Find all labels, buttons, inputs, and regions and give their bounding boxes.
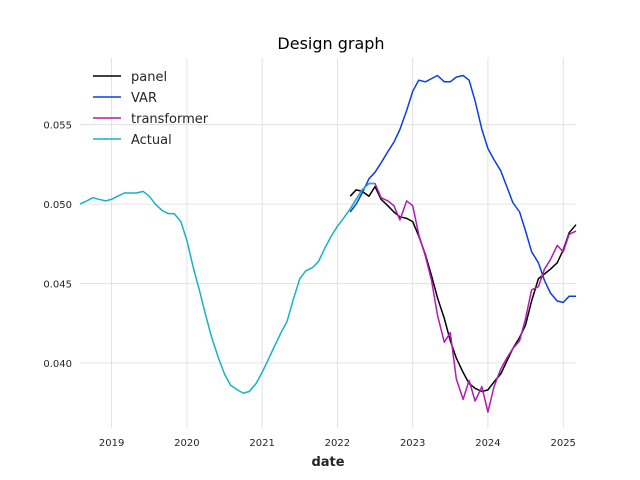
y-axis-ticks: 0.040 0.045 0.050 0.055 — [43, 121, 72, 370]
x-tick-label: 2025 — [550, 438, 575, 449]
y-tick-label: 0.055 — [43, 121, 72, 132]
legend-label: panel — [131, 70, 167, 85]
y-tick-label: 0.050 — [43, 200, 72, 211]
series-line-transformer — [349, 182, 577, 413]
legend: panel VAR transformer Actual — [93, 70, 209, 148]
series-line-var — [349, 74, 576, 304]
x-tick-label: 2022 — [325, 438, 350, 449]
legend-label: VAR — [131, 91, 157, 106]
series-line-panel — [349, 185, 577, 393]
x-tick-label: 2019 — [99, 438, 124, 449]
series-layer — [79, 74, 577, 413]
x-axis-ticks: 2019 2020 2021 2022 2023 2024 2025 — [99, 438, 576, 449]
chart-title: Design graph — [277, 34, 384, 53]
legend-label: Actual — [131, 133, 172, 148]
legend-label: transformer — [131, 112, 209, 127]
x-tick-label: 2024 — [475, 438, 500, 449]
x-tick-label: 2023 — [400, 438, 425, 449]
series-line-actual — [79, 182, 375, 394]
y-tick-label: 0.045 — [43, 279, 72, 290]
x-tick-label: 2021 — [249, 438, 274, 449]
y-tick-label: 0.040 — [43, 359, 72, 370]
x-axis-label: date — [311, 455, 344, 470]
grid-layer — [80, 58, 576, 428]
x-tick-label: 2020 — [174, 438, 199, 449]
